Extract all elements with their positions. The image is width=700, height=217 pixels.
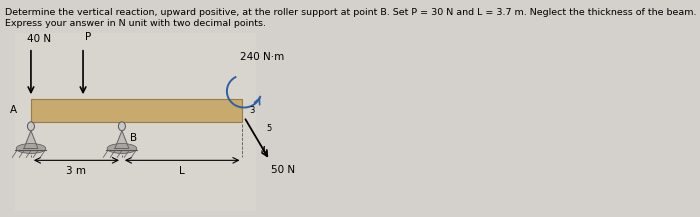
Ellipse shape [16, 144, 46, 153]
Text: A: A [10, 105, 17, 115]
Text: P: P [85, 32, 92, 42]
Text: Express your answer in N unit with two decimal points.: Express your answer in N unit with two d… [6, 19, 266, 28]
Text: 240 N·m: 240 N·m [240, 52, 284, 62]
Text: 5: 5 [267, 124, 272, 133]
Polygon shape [115, 131, 129, 148]
Text: B: B [130, 133, 136, 143]
Text: L: L [179, 166, 185, 176]
Text: 50 N: 50 N [271, 165, 295, 175]
Text: 3: 3 [249, 106, 255, 115]
Text: Determine the vertical reaction, upward positive, at the roller support at point: Determine the vertical reaction, upward … [6, 8, 696, 17]
Circle shape [27, 122, 34, 131]
Ellipse shape [107, 144, 136, 153]
Text: 40 N: 40 N [27, 34, 51, 44]
Text: 4: 4 [261, 146, 266, 155]
Bar [31, 99, 242, 122]
Text: 3 m: 3 m [66, 166, 86, 176]
Polygon shape [24, 131, 38, 148]
Circle shape [118, 122, 125, 131]
Bar [15, 33, 256, 211]
